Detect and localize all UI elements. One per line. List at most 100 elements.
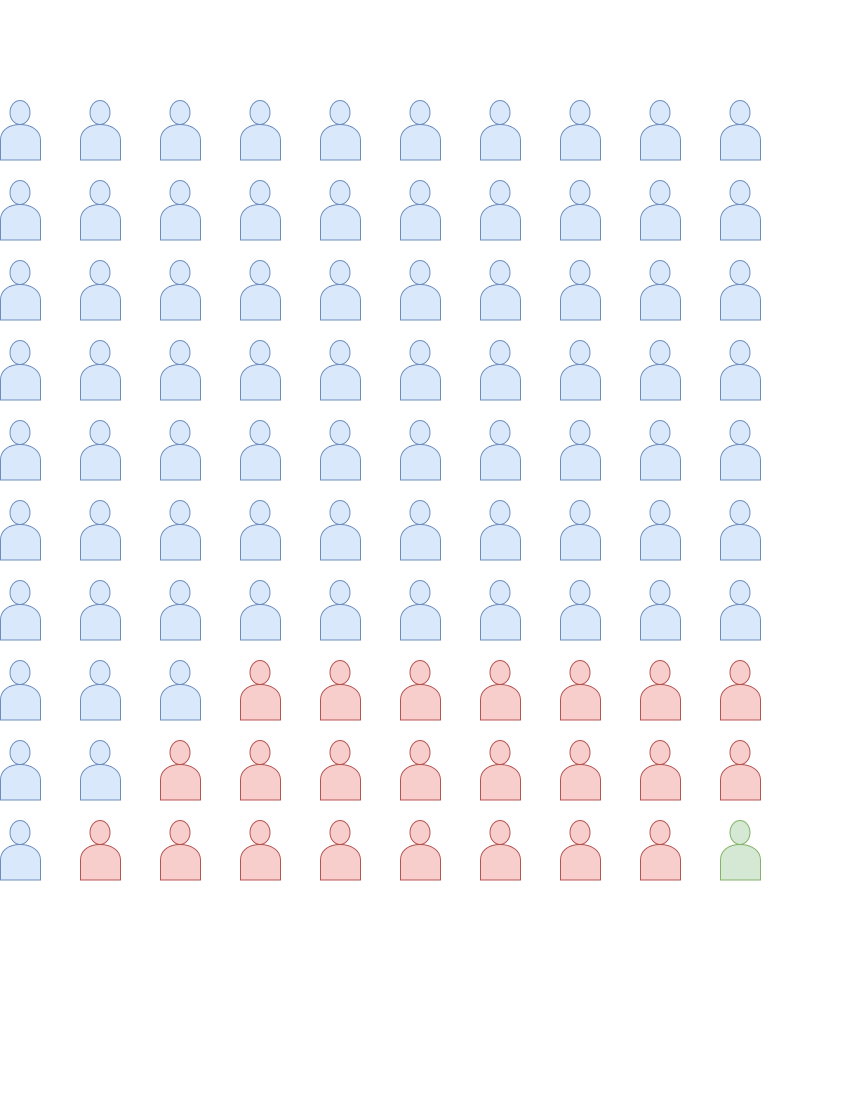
person-icon-blue xyxy=(80,500,121,561)
person-icon-blue xyxy=(320,340,361,401)
person-icon-blue xyxy=(0,740,41,801)
person-head xyxy=(489,260,511,285)
person-head xyxy=(9,500,31,525)
person-icon-blue xyxy=(0,500,41,561)
person-body xyxy=(240,123,281,161)
person-head xyxy=(9,260,31,285)
person-body xyxy=(80,843,121,881)
person-icon-blue xyxy=(320,580,361,641)
person-icon-blue xyxy=(0,260,41,321)
person-icon-blue xyxy=(80,580,121,641)
person-head xyxy=(649,420,671,445)
person-head xyxy=(89,740,111,765)
person-icon-blue xyxy=(720,500,761,561)
person-body xyxy=(560,283,601,321)
person-body xyxy=(480,603,521,641)
person-icon-red xyxy=(480,740,521,801)
person-head xyxy=(329,260,351,285)
person-icon-blue xyxy=(560,420,601,481)
person-icon-blue xyxy=(560,260,601,321)
person-icon-blue xyxy=(480,420,521,481)
person-icon-blue xyxy=(640,260,681,321)
person-body xyxy=(160,203,201,241)
person-icon-red xyxy=(160,820,201,881)
person-body xyxy=(240,363,281,401)
person-body xyxy=(560,363,601,401)
person-body xyxy=(0,603,41,641)
person-head xyxy=(169,420,191,445)
person-body xyxy=(480,683,521,721)
person-body xyxy=(640,763,681,801)
person-head xyxy=(489,340,511,365)
person-body xyxy=(160,443,201,481)
person-icon-blue xyxy=(240,580,281,641)
person-head xyxy=(409,820,431,845)
person-head xyxy=(729,180,751,205)
person-icon-blue xyxy=(480,180,521,241)
person-head xyxy=(649,340,671,365)
person-body xyxy=(320,523,361,561)
person-body xyxy=(480,523,521,561)
person-body xyxy=(480,443,521,481)
person-head xyxy=(249,100,271,125)
person-body xyxy=(0,283,41,321)
person-body xyxy=(640,443,681,481)
person-head xyxy=(249,740,271,765)
person-body xyxy=(0,763,41,801)
person-body xyxy=(560,763,601,801)
person-icon-blue xyxy=(400,260,441,321)
person-body xyxy=(160,843,201,881)
person-body xyxy=(0,843,41,881)
person-body xyxy=(560,123,601,161)
person-body xyxy=(240,683,281,721)
person-head xyxy=(649,100,671,125)
person-icon-blue xyxy=(320,500,361,561)
person-body xyxy=(560,523,601,561)
person-head xyxy=(489,420,511,445)
person-icon-blue xyxy=(160,420,201,481)
person-body xyxy=(640,683,681,721)
person-head xyxy=(9,660,31,685)
person-body xyxy=(0,443,41,481)
person-head xyxy=(169,180,191,205)
person-icon-blue xyxy=(400,100,441,161)
person-head xyxy=(9,740,31,765)
person-head xyxy=(169,340,191,365)
person-head xyxy=(89,180,111,205)
person-head xyxy=(569,500,591,525)
person-head xyxy=(249,260,271,285)
person-icon-blue xyxy=(720,420,761,481)
person-icon-red xyxy=(400,660,441,721)
person-body xyxy=(400,523,441,561)
person-body xyxy=(80,683,121,721)
person-head xyxy=(169,820,191,845)
person-head xyxy=(169,100,191,125)
person-icon-red xyxy=(240,740,281,801)
person-head xyxy=(329,580,351,605)
person-icon-blue xyxy=(240,340,281,401)
person-head xyxy=(249,580,271,605)
person-head xyxy=(489,740,511,765)
person-icon-blue xyxy=(80,740,121,801)
person-head xyxy=(329,100,351,125)
person-body xyxy=(320,283,361,321)
person-icon-blue xyxy=(480,340,521,401)
person-head xyxy=(89,660,111,685)
person-icon-blue xyxy=(160,260,201,321)
person-body xyxy=(240,763,281,801)
person-head xyxy=(249,420,271,445)
person-icon-red xyxy=(240,660,281,721)
person-body xyxy=(480,123,521,161)
person-head xyxy=(729,340,751,365)
person-head xyxy=(569,260,591,285)
person-head xyxy=(409,500,431,525)
person-body xyxy=(640,123,681,161)
person-icon-blue xyxy=(480,500,521,561)
person-body xyxy=(160,763,201,801)
person-body xyxy=(480,363,521,401)
person-icon-red xyxy=(400,820,441,881)
person-icon-blue xyxy=(80,420,121,481)
person-body xyxy=(240,843,281,881)
person-head xyxy=(649,740,671,765)
person-body xyxy=(480,283,521,321)
